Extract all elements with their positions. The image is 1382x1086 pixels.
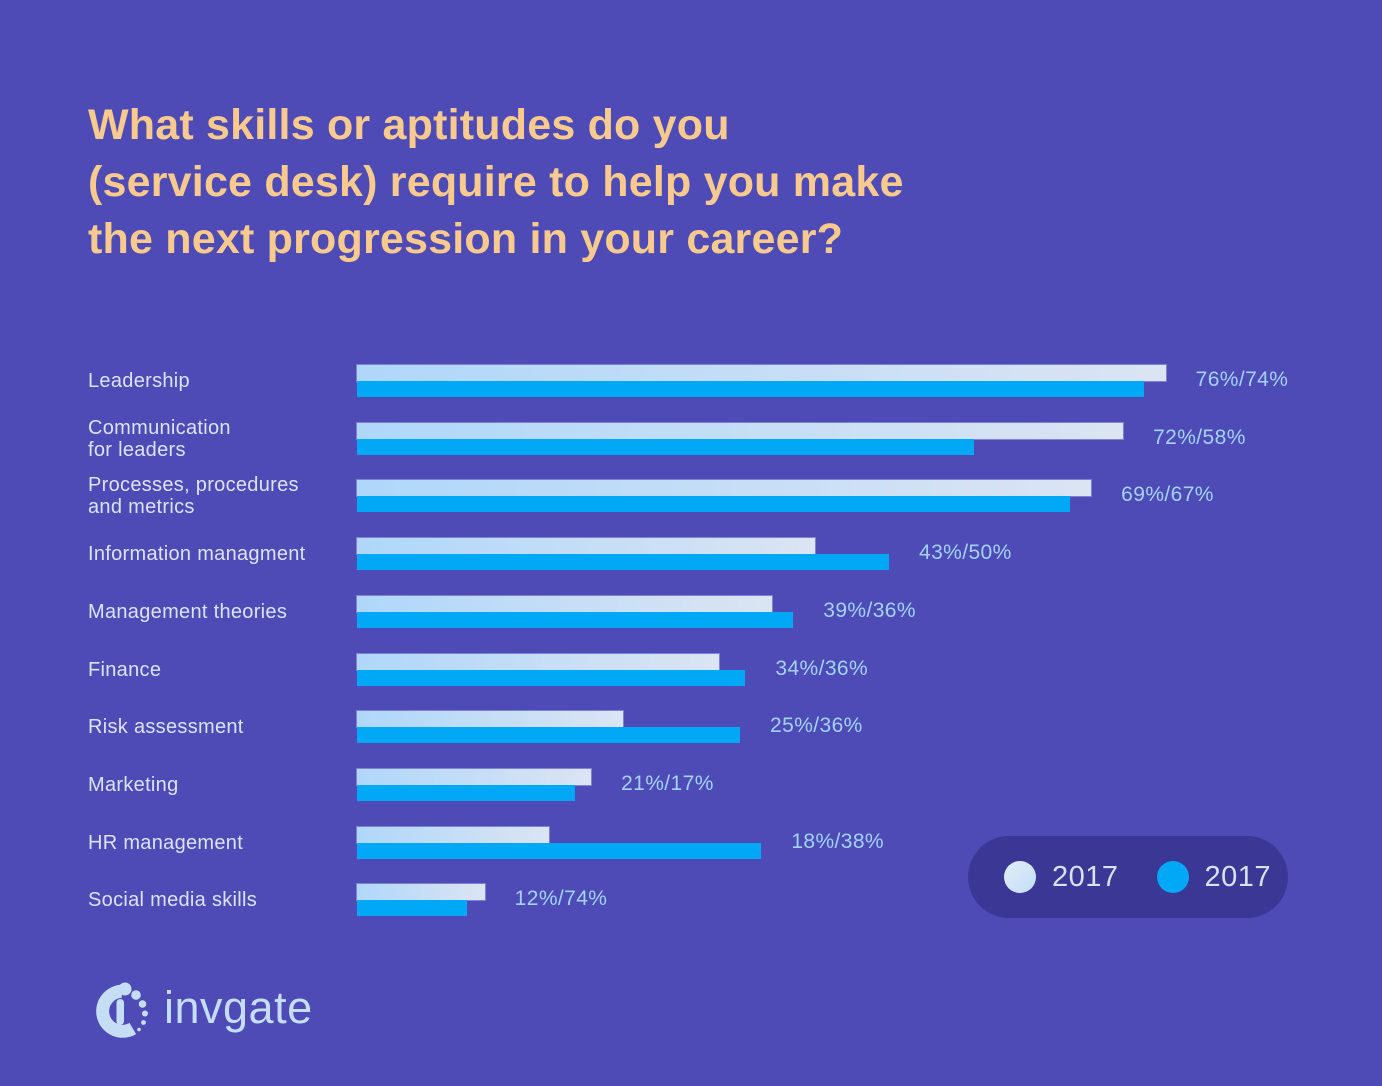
bar-2017-light (357, 538, 815, 555)
category-label: Management theories (88, 600, 288, 623)
chart-row: Communication for leaders 72%/58% (0, 417, 1382, 461)
chart-row: Social media skills 12%/74% (0, 884, 1382, 917)
bar-2017-blue (357, 842, 762, 859)
category-label: HR management (88, 831, 244, 854)
category-label: Finance (88, 658, 162, 681)
category-label: Social media skills (88, 889, 258, 912)
value-label: 34%/36% (775, 656, 869, 680)
bar-2017-blue (357, 727, 741, 744)
value-label: 76%/74% (1195, 368, 1289, 392)
bar-2017-light (357, 711, 623, 728)
category-label: Marketing (88, 773, 179, 796)
category-label: Information managment (88, 543, 306, 566)
invgate-logo-icon (96, 982, 148, 1038)
chart-row: Information managment 43%/50% (0, 538, 1382, 571)
chart-row: Finance 34%/36% (0, 653, 1382, 686)
value-label: 18%/38% (791, 829, 885, 853)
legend: 2017 2017 (968, 836, 1288, 918)
legend-item-2017-blue: 2017 (1156, 860, 1272, 894)
invgate-logo-text: invgate (164, 982, 313, 1033)
chart-title: What skills or aptitudes do you (service… (88, 101, 904, 263)
bar-2017-light (357, 422, 1124, 439)
bar-2017-light (357, 768, 592, 785)
legend-label: 2017 (1052, 860, 1119, 893)
bar-2017-blue (357, 496, 1070, 513)
bar-2017-blue (357, 900, 467, 917)
legend-light-dot-icon (1004, 861, 1036, 893)
bar-2017-blue (357, 669, 746, 686)
bar-2017-blue (357, 381, 1145, 397)
invgate-logo: invgate (88, 979, 313, 1043)
bar-2017-blue (357, 438, 975, 455)
value-label: 12%/74% (514, 887, 608, 911)
category-label: Leadership (88, 370, 190, 392)
legend-label: 2017 (1204, 860, 1272, 893)
value-label: 21%/17% (621, 771, 714, 795)
bar-2017-blue (357, 554, 889, 571)
bar-2017-light (357, 884, 485, 901)
chart-row: HR management 18%/38% (0, 826, 1382, 859)
bar-2017-light (357, 653, 719, 670)
legend-blue-dot-icon (1156, 861, 1189, 893)
bar-2017-blue (357, 611, 794, 628)
chart-row: Risk assessment 25%/36% (0, 711, 1382, 744)
value-label: 39%/36% (823, 598, 916, 622)
chart-row: Marketing 21%/17% (0, 768, 1382, 801)
value-label: 69%/67% (1121, 483, 1214, 507)
category-label: Communication for leaders (88, 416, 231, 461)
category-label: Processes, procedures and metrics (88, 474, 299, 519)
legend-item-2017-light: 2017 (1004, 861, 1119, 894)
chart-row: Processes, procedures and metrics 69%/67… (0, 474, 1382, 518)
chart-row: Management theories 39%/36% (0, 595, 1382, 628)
bar-2017-light (357, 480, 1092, 497)
bar-2017-blue (357, 784, 576, 801)
category-label: Risk assessment (88, 716, 244, 739)
chart-row: Leadership 76%/74% (0, 365, 1382, 397)
bar-2017-light (357, 595, 772, 612)
bar-2017-light (357, 365, 1166, 381)
value-label: 43%/50% (919, 541, 1012, 565)
bar-2017-light (357, 826, 549, 843)
value-label: 72%/58% (1153, 425, 1246, 449)
value-label: 25%/36% (770, 714, 863, 738)
